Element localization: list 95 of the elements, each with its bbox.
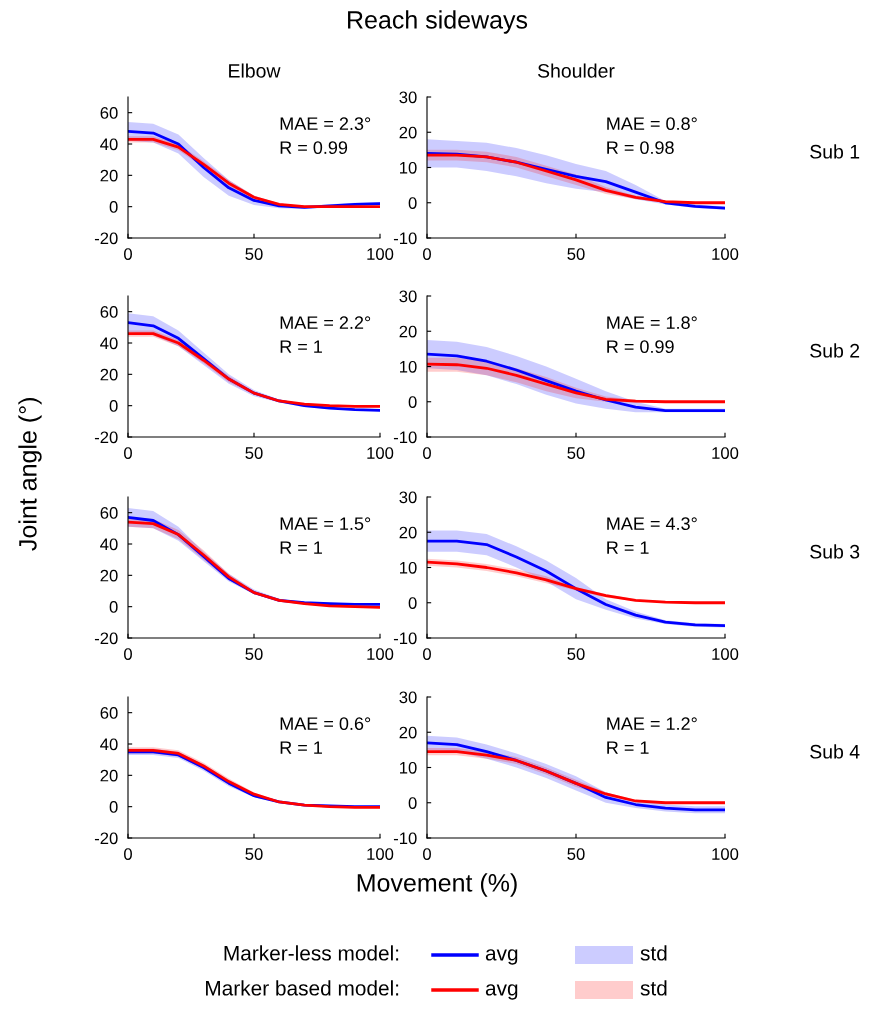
x-tick-label: 0 bbox=[124, 648, 132, 660]
y-tick-label: 40 bbox=[100, 538, 118, 551]
y-tick-label: 20 bbox=[100, 169, 118, 182]
y-tick-label: 10 bbox=[400, 761, 417, 774]
annotation: R = 1 bbox=[280, 340, 322, 353]
annotation: MAE = 0.8° bbox=[607, 117, 697, 131]
text: avg bbox=[485, 984, 518, 1000]
y-tick-label: 30 bbox=[399, 290, 417, 303]
y-tick-label: -20 bbox=[94, 431, 118, 444]
x-tick-label: 50 bbox=[245, 248, 263, 260]
x-tick-label: 100 bbox=[712, 447, 739, 459]
y-tick-label: -20 bbox=[94, 832, 118, 845]
x-tick-label: 0 bbox=[423, 848, 431, 860]
y-tick-label: -10 bbox=[393, 632, 417, 645]
y-tick-label: 0 bbox=[109, 801, 118, 813]
y-tick-label: 60 bbox=[100, 707, 118, 719]
x-tick-label: 50 bbox=[245, 848, 263, 860]
x-tick-label: 0 bbox=[423, 648, 431, 660]
y2-axis-title: Sub 1 bbox=[810, 144, 860, 159]
annotation: MAE = 4.3° bbox=[607, 517, 697, 531]
annotation: MAE = 1.5° bbox=[280, 517, 371, 531]
annotation: R = 1 bbox=[607, 541, 649, 554]
y-tick-label: 0 bbox=[408, 797, 417, 809]
y-tick-label: -20 bbox=[94, 232, 118, 245]
legend-label: Marker-less model: bbox=[224, 945, 399, 961]
legend-label: Marker based model: bbox=[206, 980, 399, 996]
x-tick-label: 0 bbox=[124, 248, 132, 260]
y-tick-label: 60 bbox=[100, 306, 118, 318]
y-tick-label: 0 bbox=[109, 601, 118, 613]
text: avg bbox=[485, 949, 518, 965]
x-tick-label: 50 bbox=[245, 648, 263, 660]
y-tick-label: 20 bbox=[100, 769, 118, 782]
annotation: R = 0.99 bbox=[280, 141, 348, 155]
y-tick-label: 0 bbox=[408, 396, 417, 408]
text: std bbox=[640, 945, 667, 961]
annotation: MAE = 0.6° bbox=[280, 717, 371, 731]
y-tick-label: 20 bbox=[399, 726, 417, 739]
x-tick-label: 0 bbox=[124, 848, 132, 860]
x-tick-label: 50 bbox=[567, 248, 585, 260]
y-tick-label: 60 bbox=[100, 507, 118, 519]
y-tick-label: -20 bbox=[94, 632, 118, 645]
annotation: MAE = 2.2° bbox=[280, 316, 371, 329]
annotation: R = 1 bbox=[607, 741, 649, 754]
y-tick-label: 60 bbox=[100, 107, 118, 119]
y-tick-label: 0 bbox=[408, 197, 417, 209]
y-tick-label: 30 bbox=[399, 491, 417, 504]
annotation: R = 0.99 bbox=[607, 340, 674, 354]
y-tick-label: 10 bbox=[400, 360, 417, 373]
annotation: MAE = 1.2° bbox=[607, 717, 697, 730]
x-tick-label: 50 bbox=[567, 648, 585, 660]
annotation: R = 0.98 bbox=[607, 141, 674, 155]
annotation: MAE = 2.3° bbox=[280, 117, 371, 131]
y-tick-label: 0 bbox=[109, 400, 118, 412]
x-tick-label: 50 bbox=[567, 848, 585, 860]
y2-axis-title: Sub 3 bbox=[810, 544, 860, 559]
x-tick-label: 100 bbox=[712, 648, 739, 660]
x-tick-label: 50 bbox=[567, 447, 585, 459]
x-tick-label: 0 bbox=[423, 447, 431, 459]
x-tick-label: 100 bbox=[367, 248, 394, 260]
y-tick-label: 20 bbox=[100, 569, 118, 582]
y-tick-label: 0 bbox=[408, 597, 417, 609]
text: std bbox=[640, 980, 667, 996]
y-tick-label: 40 bbox=[100, 337, 118, 350]
x-tick-label: 0 bbox=[423, 248, 431, 260]
x-tick-label: 100 bbox=[367, 648, 394, 660]
y-tick-label: 20 bbox=[399, 126, 417, 139]
y-tick-label: -10 bbox=[393, 431, 417, 444]
y-tick-label: 40 bbox=[100, 138, 118, 151]
text: Joint angle (°) bbox=[18, 398, 42, 551]
x-tick-label: 100 bbox=[367, 447, 394, 459]
y-tick-label: 30 bbox=[399, 691, 417, 704]
y-tick-label: 40 bbox=[100, 738, 118, 751]
y-tick-label: -10 bbox=[393, 832, 417, 845]
x-tick-label: 100 bbox=[712, 848, 739, 860]
x-tick-label: 0 bbox=[124, 447, 132, 459]
chart-title: Shoulder bbox=[537, 63, 615, 78]
y-tick-label: 20 bbox=[100, 368, 118, 381]
text: Reach sideways bbox=[348, 10, 528, 34]
annotation: R = 1 bbox=[280, 741, 322, 754]
y2-axis-title: Sub 2 bbox=[810, 343, 860, 358]
y-tick-label: -10 bbox=[393, 232, 417, 245]
text: Movement (%) bbox=[357, 873, 517, 897]
y-tick-label: 10 bbox=[400, 561, 417, 574]
y-tick-label: 30 bbox=[399, 91, 417, 104]
x-tick-label: 50 bbox=[245, 447, 263, 459]
x-tick-label: 100 bbox=[712, 248, 739, 260]
y-tick-label: 20 bbox=[399, 526, 417, 539]
y-tick-label: 10 bbox=[400, 161, 417, 174]
y2-axis-title: Sub 4 bbox=[810, 744, 860, 759]
y-tick-label: 0 bbox=[109, 201, 118, 213]
x-tick-label: 100 bbox=[367, 848, 394, 860]
annotation: R = 1 bbox=[280, 541, 322, 554]
y-tick-label: 20 bbox=[399, 325, 417, 338]
chart-title: Elbow bbox=[229, 63, 281, 78]
annotation: MAE = 1.8° bbox=[607, 316, 697, 330]
